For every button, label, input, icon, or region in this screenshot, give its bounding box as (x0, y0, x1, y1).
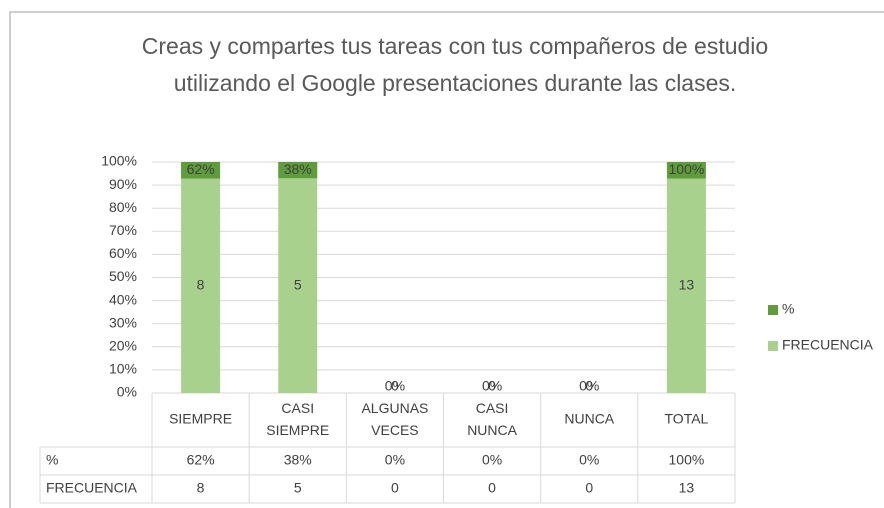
category-label: TOTAL (665, 411, 709, 427)
category-label: CASI NUNCA (467, 400, 517, 438)
data-label: 0 (391, 378, 399, 394)
chart-title: Creas y compartes tus tareas con tus com… (141, 33, 769, 96)
y-tick-label: 70% (109, 222, 137, 238)
y-tick-label: 30% (109, 314, 137, 330)
data-label: 62% (187, 161, 215, 177)
table-row-label: FRECUENCIA (46, 480, 138, 496)
y-tick-label: 10% (109, 361, 137, 377)
table-cell: 13 (679, 480, 695, 496)
data-label: 38% (284, 161, 312, 177)
data-label: 5 (294, 276, 302, 292)
data-label: 0% (579, 378, 599, 394)
category-label: NUNCA (564, 411, 614, 427)
table-cell: 0% (385, 452, 405, 468)
data-label: 100% (669, 161, 705, 177)
y-tick-label: 60% (109, 245, 137, 261)
legend-swatch (768, 305, 778, 315)
category-label: CASI SIEMPRE (266, 400, 329, 438)
data-label: 0% (385, 378, 405, 394)
y-tick-label: 90% (109, 176, 137, 192)
data-label: 0 (585, 378, 593, 394)
bar-segment (181, 162, 221, 179)
data-label: 13 (679, 276, 695, 292)
legend-swatch (768, 341, 778, 351)
category-label: SIEMPRE (169, 411, 232, 427)
data-label: 0 (488, 378, 496, 394)
data-label: 8 (197, 277, 205, 293)
table-row-label: % (46, 452, 58, 468)
table-cell: 0% (579, 452, 599, 468)
legend-label: % (782, 301, 794, 317)
legend-label: FRECUENCIA (782, 337, 874, 353)
table-cell: 0 (488, 480, 496, 496)
table-cell: 62% (187, 452, 215, 468)
y-tick-label: 50% (109, 268, 137, 284)
table-cell: 0 (585, 480, 593, 496)
data-label: 0% (482, 378, 502, 394)
table-cell: 8 (197, 480, 205, 496)
table-cell: 0% (482, 452, 502, 468)
y-tick-label: 0% (117, 384, 137, 400)
y-tick-label: 80% (109, 199, 137, 215)
table-cell: 100% (669, 452, 705, 468)
bar-segment (666, 178, 706, 393)
bar-segment (278, 162, 318, 179)
category-label: ALGUNAS VECES (361, 400, 428, 438)
table-cell: 38% (284, 452, 312, 468)
y-tick-label: 40% (109, 291, 137, 307)
y-tick-label: 100% (101, 153, 137, 169)
bar-segment (181, 178, 221, 393)
y-tick-label: 20% (109, 338, 137, 354)
bar-segment (278, 178, 318, 393)
chart-frame (9, 11, 884, 508)
table-cell: 5 (294, 480, 302, 496)
table-cell: 0 (391, 480, 399, 496)
bar-segment (666, 162, 706, 179)
